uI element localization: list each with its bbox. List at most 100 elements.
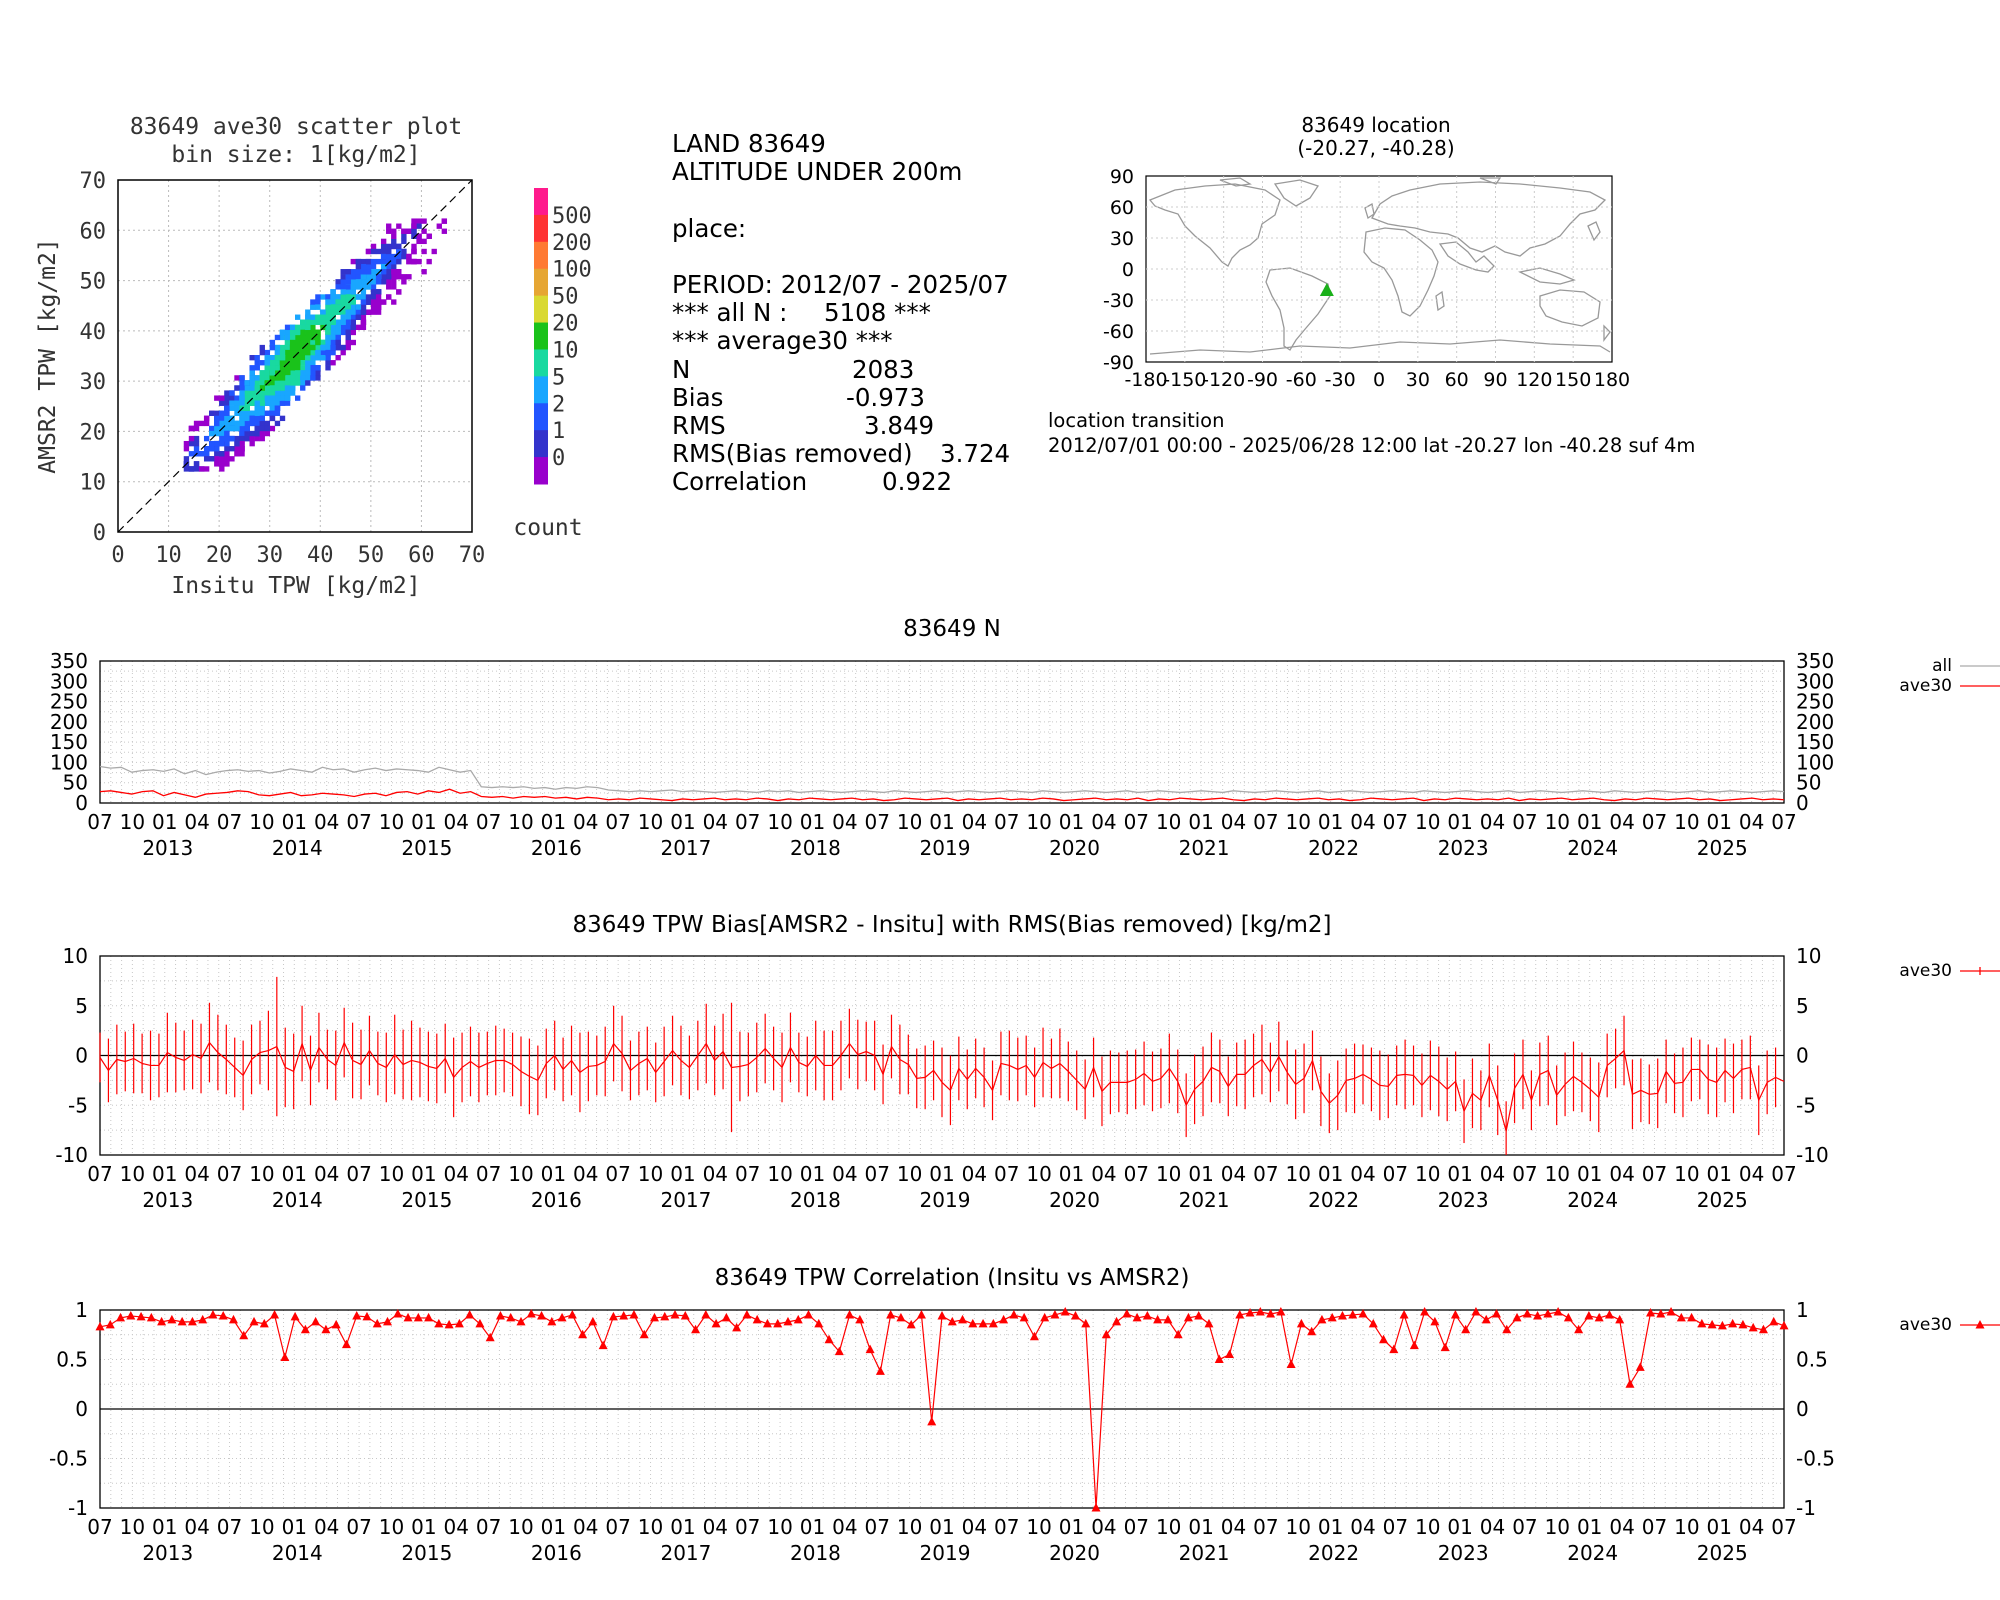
scatter-bin — [401, 279, 407, 285]
scatter-bin — [386, 274, 392, 280]
scatter-bin — [224, 440, 230, 447]
ts-month-label: 10 — [120, 1162, 145, 1186]
colorbar-label: 20 — [552, 312, 579, 337]
ts-month-label: 07 — [217, 1162, 242, 1186]
scatter-bin — [254, 380, 260, 386]
scatter-bin — [188, 425, 195, 432]
corr-point — [1615, 1314, 1625, 1324]
stats-bias-value: -0.973 — [846, 382, 925, 412]
ts-month-label: 04 — [1221, 810, 1246, 834]
ts-year-label: 2025 — [1697, 1541, 1748, 1565]
scatter-bin — [386, 248, 392, 255]
scatter-bin — [203, 446, 210, 452]
scatter-bin — [284, 400, 291, 406]
scatter-bin — [325, 309, 331, 315]
stats-panel: LAND 83649 ALTITUDE UNDER 200m place: PE… — [672, 129, 1010, 496]
ts-month-label: 10 — [1545, 810, 1570, 834]
stats-n-label: N — [672, 354, 691, 384]
series-line-all — [99, 765, 1785, 794]
ts-month-label: 07 — [1124, 1162, 1149, 1186]
scatter-bin — [365, 248, 372, 255]
scatter-bin — [249, 410, 255, 416]
ts-ytick-right: -5 — [1796, 1093, 1816, 1117]
ts-month-label: 01 — [1577, 1515, 1602, 1539]
ts-year-label: 2019 — [920, 1541, 971, 1565]
scatter-bin — [350, 269, 356, 275]
scatter-bin — [345, 344, 351, 351]
scatter-bin — [254, 385, 260, 391]
scatter-bin — [284, 390, 291, 396]
scatter-bin — [284, 329, 291, 336]
ts-month-label: 07 — [1383, 1162, 1408, 1186]
ts-year-label: 2018 — [790, 1541, 841, 1565]
scatter-bin — [396, 223, 402, 229]
scatter-bin — [239, 385, 245, 391]
scatter-bin — [259, 390, 265, 396]
scatter-bin — [198, 466, 205, 472]
scatter-bin — [305, 344, 311, 351]
scatter-bin — [234, 385, 240, 391]
colorbar-segment — [534, 241, 548, 270]
scatter-bin — [295, 370, 301, 376]
scatter-bin — [203, 415, 210, 422]
scatter-bin — [219, 420, 225, 427]
scatter-bin — [244, 390, 250, 396]
corr-point — [1728, 1318, 1738, 1328]
scatter-bin — [330, 334, 336, 341]
scatter-bin — [254, 410, 260, 416]
scatter-bin — [229, 420, 235, 427]
scatter-bin — [386, 294, 392, 300]
ts-month-label: 04 — [1350, 1162, 1375, 1186]
scatter-bin — [370, 248, 377, 255]
scatter-bin — [375, 289, 382, 295]
ts-year-label: 2021 — [1179, 1541, 1230, 1565]
scatter-bin — [340, 274, 346, 280]
scatter-ylabel: AMSR2 TPW [kg/m2] — [35, 238, 61, 473]
scatter-bin — [360, 284, 367, 290]
scatter-bin — [259, 405, 265, 411]
ts-month-label: 04 — [1350, 810, 1375, 834]
scatter-bin — [305, 370, 311, 376]
ts-year-label: 2016 — [531, 836, 582, 860]
ts-month-label: 07 — [217, 1515, 242, 1539]
scatter-bin — [274, 334, 281, 341]
scatter-bin — [229, 425, 235, 432]
ts-ytick-left: 10 — [63, 944, 88, 968]
scatter-xtick-label: 40 — [307, 543, 334, 568]
ts-year-label: 2018 — [790, 1188, 841, 1212]
ts-ytick-right: 0.5 — [1796, 1348, 1828, 1372]
ts-ytick-left: 150 — [50, 730, 88, 754]
ts-year-label: 2014 — [272, 836, 323, 860]
scatter-bin — [315, 319, 321, 325]
scatter-bin — [264, 349, 271, 356]
scatter-bin — [269, 405, 276, 411]
scatter-bin — [325, 294, 331, 300]
scatter-bin — [214, 410, 220, 416]
scatter-bin — [249, 415, 255, 422]
ts-month-label: 04 — [1480, 1515, 1505, 1539]
stats-bias-label: Bias — [672, 382, 724, 412]
corr-point — [331, 1319, 341, 1329]
ts-month-label: 10 — [1026, 1162, 1051, 1186]
scatter-bin — [295, 380, 301, 386]
scatter-bin — [264, 355, 271, 361]
map-title-line1: 83649 location — [1301, 113, 1450, 137]
scatter-bin — [335, 324, 341, 331]
scatter-bin — [239, 375, 245, 381]
ts-month-label: 04 — [1480, 1162, 1505, 1186]
scatter-bin — [249, 435, 255, 442]
ts-month-label: 01 — [541, 810, 566, 834]
ts-month-label: 10 — [1415, 1162, 1440, 1186]
scatter-bin — [391, 238, 397, 245]
scatter-bin — [300, 365, 306, 371]
scatter-bin — [335, 339, 341, 346]
scatter-bin — [224, 456, 230, 462]
ts-month-label: 07 — [87, 1515, 112, 1539]
scatter-bin — [239, 430, 245, 437]
scatter-bin — [219, 410, 225, 416]
scatter-bin — [254, 395, 260, 401]
scatter-bin — [345, 299, 351, 305]
scatter-bin — [421, 218, 427, 224]
ts-month-label: 04 — [703, 810, 728, 834]
scatter-bin — [274, 400, 281, 406]
